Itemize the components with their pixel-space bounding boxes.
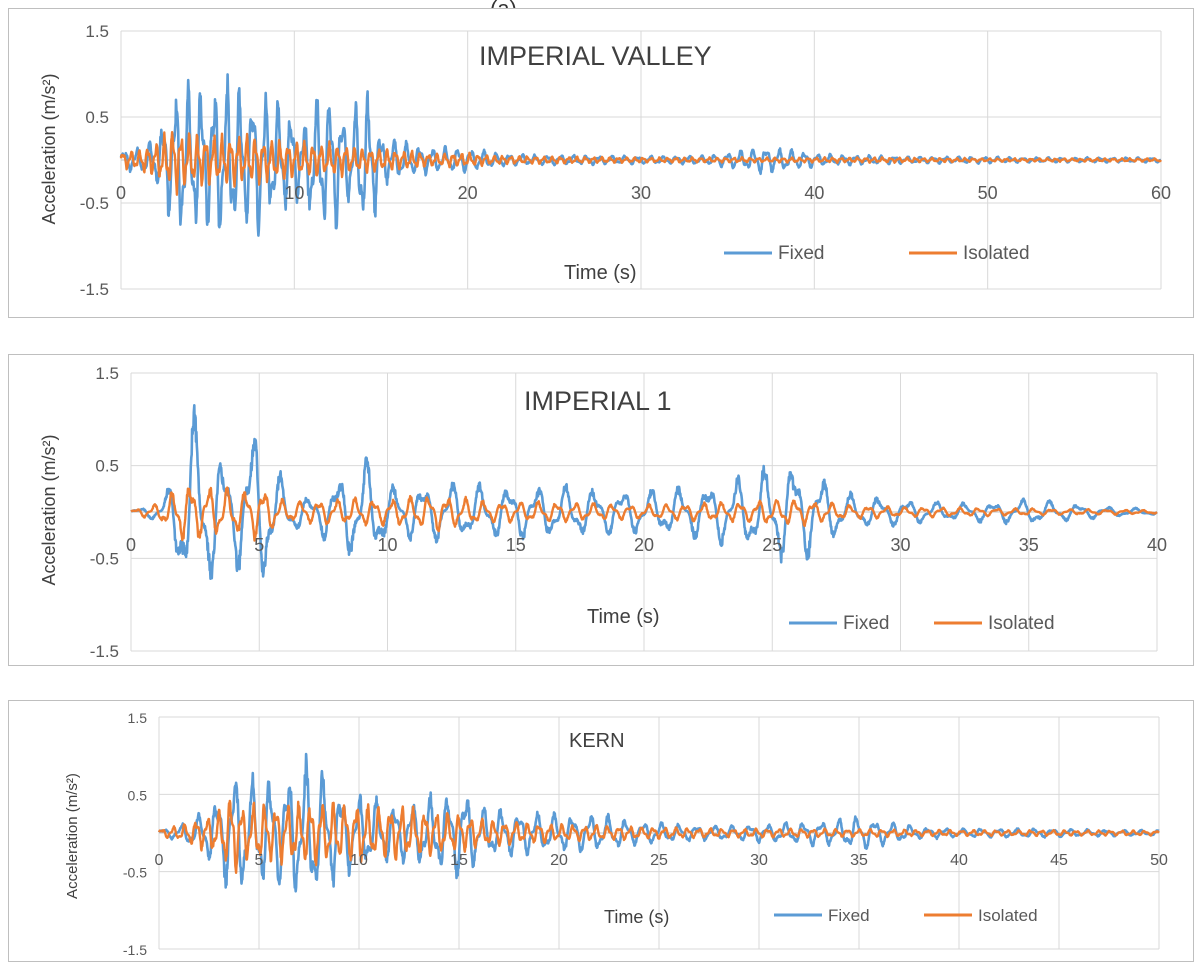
x-tick-label: 35 [850, 852, 868, 869]
x-tick-label: 35 [1019, 535, 1039, 555]
x-tick-label: 15 [506, 535, 526, 555]
legend-label-isolated: Isolated [963, 243, 1030, 264]
x-axis-label: Time (s) [604, 907, 669, 927]
series-line-isolated [119, 131, 1162, 196]
y-tick-label: -0.5 [90, 549, 119, 568]
legend-label-isolated: Isolated [978, 906, 1038, 925]
x-tick-label: 10 [377, 535, 397, 555]
y-axis-label: Acceleration (m/s²) [39, 434, 59, 585]
y-axis-label: Acceleration (m/s²) [39, 73, 59, 224]
x-tick-label: 40 [950, 852, 968, 869]
chart-panel-imperial-valley: 0 10 20 30 40 50 60 1.5 0.5 -0.5 -1.5 IMPERIAL VALL… [8, 8, 1194, 318]
chart-imperial-valley: 0 10 20 30 40 50 60 1.5 0.5 -0.5 -1.5 IMPERIAL VALL… [39, 22, 1171, 299]
chart-panel-imperial-1: 0 5 10 15 20 25 30 35 40 1.5 0.5 -0.5 -1.5 IMPERIAL 1… [8, 354, 1194, 666]
y-tick-label: 1.5 [85, 22, 109, 41]
y-tick-label: 0.5 [95, 457, 119, 476]
x-axis-label: Time (s) [564, 262, 637, 284]
y-tick-label: -1.5 [90, 642, 119, 661]
y-tick-label: -1.5 [80, 280, 109, 299]
x-tick-label: 20 [634, 535, 654, 555]
x-tick-label: 5 [255, 852, 264, 869]
chart-panel-kern: 0 5 10 15 20 25 30 35 40 45 50 1.5 0.5 -0.5 -1.5 KERN Ti… [8, 700, 1194, 962]
x-tick-label: 30 [890, 535, 910, 555]
x-tick-label: 20 [550, 852, 568, 869]
y-axis-label: Acceleration (m/s²) [64, 773, 81, 899]
chart-kern: 0 5 10 15 20 25 30 35 40 45 50 1.5 0.5 -0.5 -1.5 KERN Ti… [64, 710, 1168, 958]
y-tick-label: 1.5 [95, 364, 119, 383]
y-tick-label: -0.5 [123, 865, 147, 881]
y-tick-label: -1.5 [123, 942, 147, 958]
x-tick-label: 10 [350, 852, 368, 869]
x-tick-label: 40 [1147, 535, 1167, 555]
y-tick-label: 0.5 [128, 787, 148, 803]
x-tick-label: 15 [450, 852, 468, 869]
legend-label-fixed: Fixed [843, 613, 889, 634]
x-tick-label: 10 [284, 183, 304, 203]
x-tick-label: 5 [254, 535, 264, 555]
x-tick-label: 0 [116, 183, 126, 203]
x-tick-label: 25 [762, 535, 782, 555]
x-tick-label: 50 [1150, 852, 1168, 869]
x-tick-label: 60 [1151, 183, 1171, 203]
legend-label-fixed: Fixed [778, 243, 824, 264]
x-tick-label: 50 [978, 183, 998, 203]
x-tick-label: 20 [458, 183, 478, 203]
x-axis-label: Time (s) [587, 606, 660, 628]
x-tick-label: 25 [650, 852, 668, 869]
chart-title: IMPERIAL VALLEY [479, 41, 712, 71]
chart-imperial-1: 0 5 10 15 20 25 30 35 40 1.5 0.5 -0.5 -1.5 IMPERIAL 1… [39, 364, 1167, 661]
chart-title: KERN [569, 730, 625, 752]
legend-label-fixed: Fixed [828, 906, 870, 925]
x-tick-label: 0 [155, 852, 164, 869]
series-line-isolated [157, 799, 1160, 874]
y-tick-label: 0.5 [85, 108, 109, 127]
series-line-fixed [130, 404, 1158, 580]
x-tick-label: 30 [631, 183, 651, 203]
x-tick-label: 30 [750, 852, 768, 869]
x-tick-label: 0 [126, 535, 136, 555]
series-line-isolated [130, 486, 1158, 542]
legend-label-isolated: Isolated [988, 613, 1055, 634]
y-tick-label: 1.5 [128, 710, 148, 726]
x-tick-label: 45 [1050, 852, 1068, 869]
y-tick-label: -0.5 [80, 194, 109, 213]
x-tick-label: 40 [804, 183, 824, 203]
chart-title: IMPERIAL 1 [524, 386, 672, 416]
